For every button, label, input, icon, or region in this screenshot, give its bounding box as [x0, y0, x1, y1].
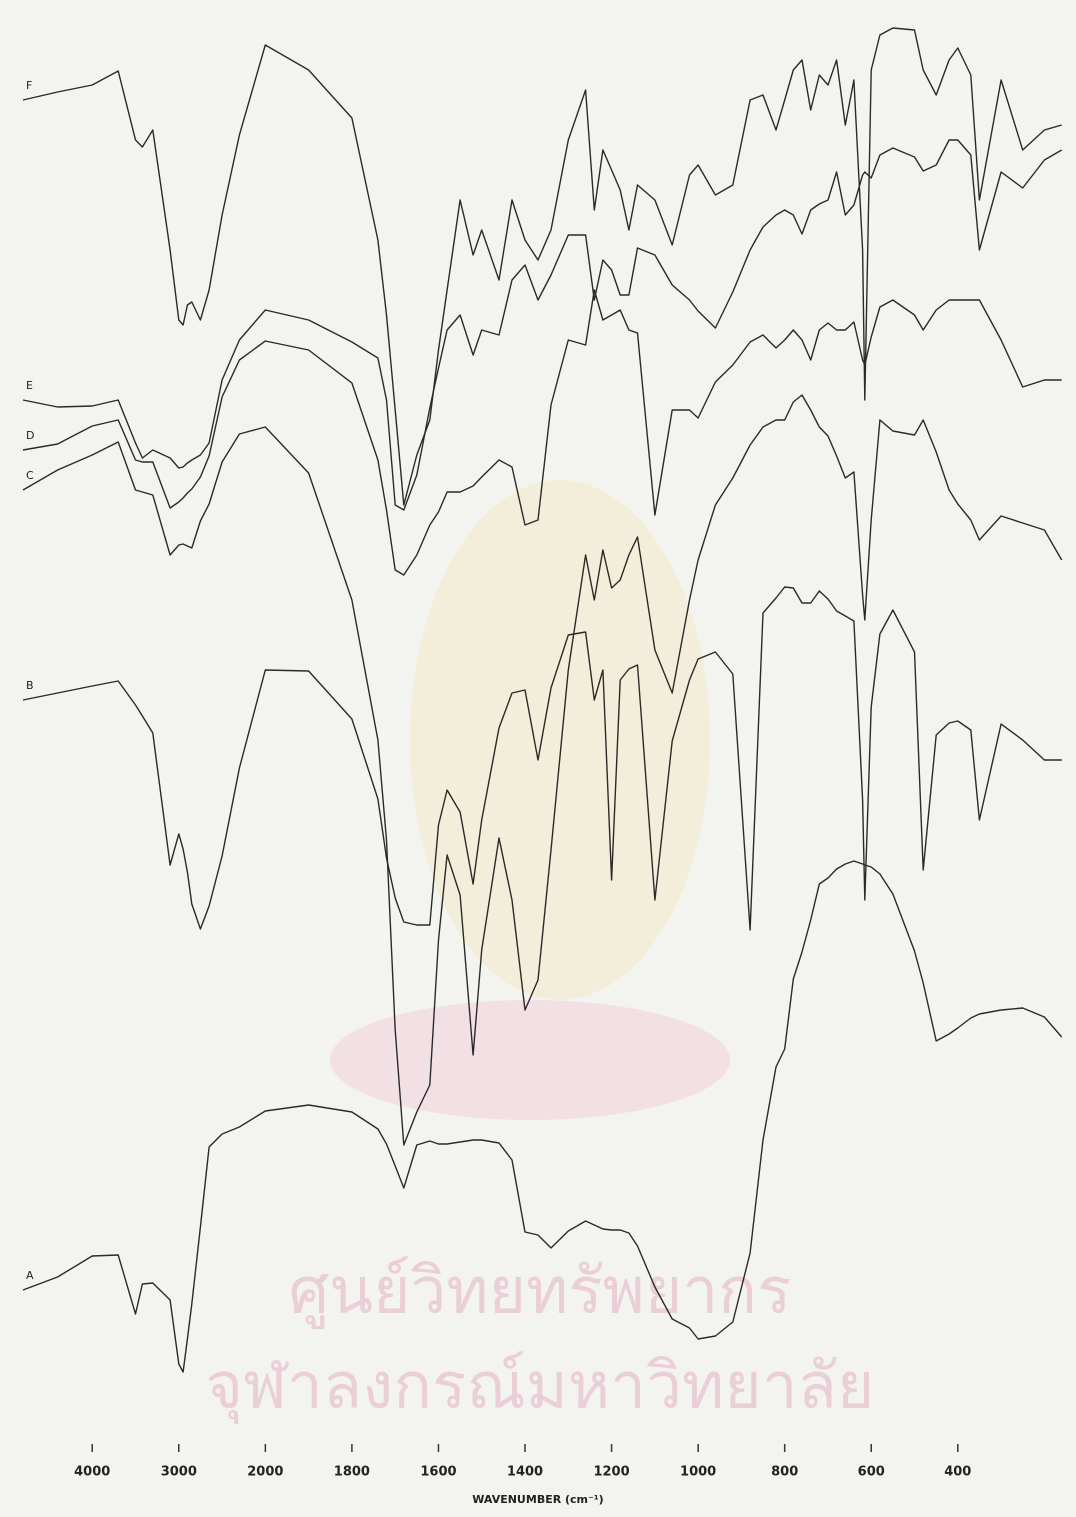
- x-tick-label: 800: [771, 1465, 798, 1480]
- watermark-emblem: [410, 480, 710, 1000]
- series-label: B: [26, 679, 34, 692]
- x-tick-label: 1600: [420, 1465, 456, 1480]
- x-tick-label: 2000: [247, 1465, 283, 1480]
- series-label: E: [26, 379, 33, 392]
- x-tick-label: 400: [944, 1465, 971, 1480]
- spectrum-line: [23, 140, 1062, 510]
- series-label: D: [26, 429, 34, 442]
- watermark: ศูนย์วิทยทรัพยากร: [289, 1255, 792, 1330]
- x-tick-label: 600: [858, 1465, 885, 1480]
- series-label: A: [26, 1269, 34, 1282]
- x-tick-label: 1000: [680, 1465, 716, 1480]
- x-axis-label: WAVENUMBER (cm⁻¹): [472, 1493, 603, 1506]
- series-label: C: [26, 469, 34, 482]
- x-tick-label: 1800: [334, 1465, 370, 1480]
- series-label: F: [26, 79, 32, 92]
- watermark: จุฬาลงกรณ์มหาวิทยาลัย: [206, 1350, 875, 1425]
- x-tick-label: 1200: [593, 1465, 629, 1480]
- x-tick-label: 1400: [507, 1465, 543, 1480]
- chart: ศูนย์วิทยทรัพยากร จุฬาลงกรณ์มหาวิทยาลัย …: [0, 0, 1076, 1517]
- x-tick-label: 4000: [74, 1465, 110, 1480]
- x-tick-label: 3000: [161, 1465, 197, 1480]
- watermark-emblem: [330, 1000, 730, 1120]
